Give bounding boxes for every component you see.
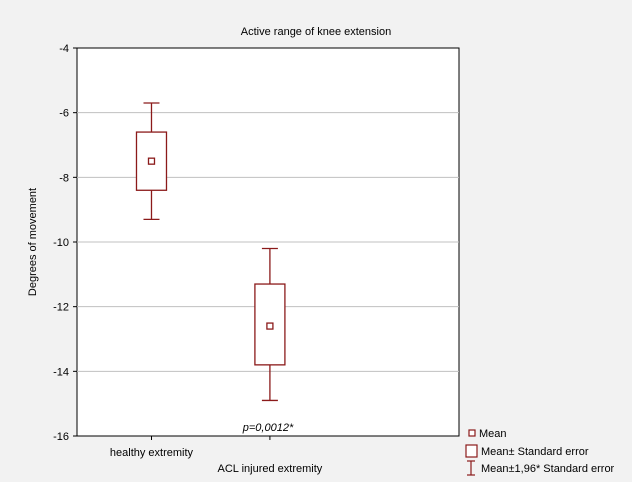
chart-title: Active range of knee extension [241,26,391,38]
mean-marker [147,157,156,165]
x-axis-ticks: healthy extremity ACL injured extremity [110,436,323,475]
y-axis-ticks: -4 -6 -8 -10 -12 -14 -16 [53,43,77,443]
y-tick-label: -16 [53,431,69,443]
y-tick-label: -10 [53,237,69,249]
y-tick-label: -6 [59,108,69,120]
x-tick-label: healthy extremity [110,447,194,459]
legend-label-mean: Mean [479,428,507,440]
p-value-annotation: p=0,0012* [242,422,294,434]
y-tick-label: -8 [59,172,69,184]
y-tick-label: -14 [53,366,69,378]
legend-mean-marker [468,429,476,437]
y-tick-label: -4 [59,43,69,55]
legend-label-se: Mean± Standard error [481,446,589,458]
series-layer [135,102,286,402]
legend-box-marker [465,444,478,458]
mean-marker [266,322,274,330]
y-tick-label: -12 [53,302,69,314]
x-tick-label: ACL injured extremity [218,463,323,475]
legend: Mean Mean± Standard error Mean±1,96* Sta… [465,428,615,476]
y-axis-label: Degrees of movement [27,188,39,296]
legend-label-ci: Mean±1,96* Standard error [481,463,615,475]
